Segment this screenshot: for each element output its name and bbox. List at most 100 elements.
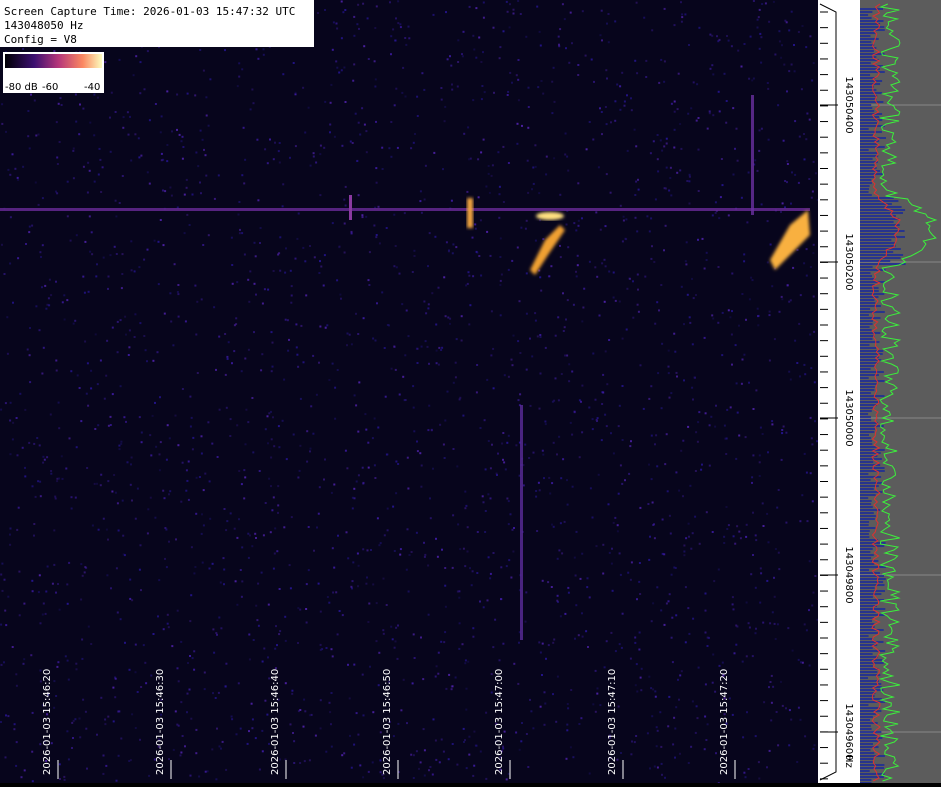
noise-dot [143,335,146,337]
noise-dot [227,341,230,344]
noise-dot [626,94,628,97]
spectrum-bar [860,533,869,535]
noise-dot [277,698,280,701]
noise-dot [158,579,161,582]
time-label: 2026-01-03 15:47:20 [719,669,730,775]
noise-dot [450,199,453,202]
noise-dot [307,106,310,109]
noise-dot [343,198,346,201]
noise-dot [411,682,414,685]
noise-dot [289,269,292,272]
spectrum-bar [860,584,885,586]
noise-dot [370,549,372,551]
noise-dot [397,0,400,3]
noise-dot [377,205,380,208]
noise-dot [353,63,356,66]
noise-dot [377,426,380,429]
noise-dot [473,730,476,733]
noise-dot [74,718,77,721]
noise-dot [489,577,492,580]
noise-dot [413,430,416,433]
noise-dot [738,324,740,327]
noise-dot [407,590,410,593]
noise-dot [435,323,438,326]
noise-dot [195,728,198,731]
noise-dot [40,256,42,258]
noise-dot [428,769,430,772]
noise-dot [412,141,415,144]
noise-dot [383,347,386,349]
spectrum-bar [860,332,881,334]
noise-dot [760,572,763,575]
noise-dot [244,357,247,360]
noise-dot [12,421,15,424]
noise-dot [477,196,480,199]
noise-dot [687,762,690,764]
noise-dot [59,97,62,100]
noise-dot [692,398,694,401]
noise-dot [392,28,395,31]
noise-dot [275,625,277,628]
noise-dot [606,77,608,80]
noise-dot [204,154,207,157]
noise-dot [7,715,10,718]
noise-dot [404,354,407,357]
noise-dot [725,121,728,124]
noise-dot [137,137,140,140]
noise-dot [747,622,750,625]
noise-dot [435,349,438,352]
noise-dot [694,515,697,518]
noise-dot [272,567,275,570]
noise-dot [51,582,54,585]
noise-dot [706,723,709,726]
noise-dot [660,609,663,612]
noise-dot [379,771,382,774]
noise-dot [302,361,305,364]
noise-dot [166,622,169,625]
noise-dot [444,105,447,108]
noise-dot [578,399,581,402]
noise-dot [451,83,453,86]
noise-dot [226,357,229,360]
noise-dot [506,441,509,444]
noise-dot [160,152,163,155]
noise-dot [482,606,485,609]
noise-dot [261,660,264,663]
spectrum-bar [860,146,885,148]
noise-dot [406,456,409,459]
noise-dot [352,79,355,82]
spectrum-bar [860,107,873,109]
noise-dot [198,775,201,778]
noise-dot [277,485,280,488]
noise-dot [115,567,118,570]
noise-dot [554,377,557,380]
noise-dot [412,633,415,636]
noise-dot [693,376,696,379]
noise-dot [268,477,271,480]
noise-dot [177,293,180,296]
noise-dot [224,685,227,688]
noise-dot [738,434,741,437]
noise-dot [368,602,371,605]
noise-dot [431,292,434,295]
noise-dot [50,472,53,475]
noise-dot [452,448,455,450]
spectrum-bar [860,674,881,676]
noise-dot [326,596,329,598]
spectrum-bar [860,743,873,745]
noise-dot [741,358,744,361]
noise-dot [158,469,161,472]
noise-dot [388,720,391,723]
noise-dot [278,142,281,144]
noise-dot [798,135,801,138]
noise-dot [357,585,359,588]
noise-dot [56,192,59,195]
noise-dot [378,544,381,547]
noise-dot [368,251,371,254]
noise-dot [589,487,592,490]
noise-dot [416,347,419,350]
noise-dot [489,572,492,575]
noise-dot [395,266,398,269]
noise-dot [673,24,676,27]
noise-dot [535,490,538,492]
